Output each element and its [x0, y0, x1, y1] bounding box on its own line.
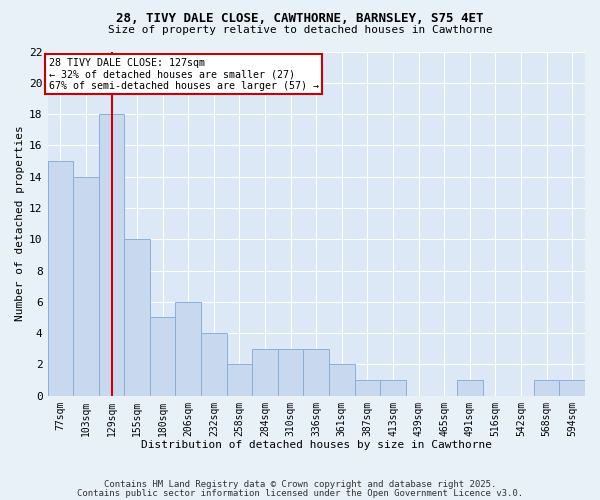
Bar — [304, 349, 329, 396]
Bar — [175, 302, 201, 396]
X-axis label: Distribution of detached houses by size in Cawthorne: Distribution of detached houses by size … — [141, 440, 492, 450]
Bar — [534, 380, 559, 396]
Bar — [99, 114, 124, 396]
Bar — [355, 380, 380, 396]
Bar — [124, 240, 150, 396]
Text: 28, TIVY DALE CLOSE, CAWTHORNE, BARNSLEY, S75 4ET: 28, TIVY DALE CLOSE, CAWTHORNE, BARNSLEY… — [116, 12, 484, 26]
Text: 28 TIVY DALE CLOSE: 127sqm
← 32% of detached houses are smaller (27)
67% of semi: 28 TIVY DALE CLOSE: 127sqm ← 32% of deta… — [49, 58, 319, 91]
Text: Contains public sector information licensed under the Open Government Licence v3: Contains public sector information licen… — [77, 489, 523, 498]
Y-axis label: Number of detached properties: Number of detached properties — [15, 126, 25, 322]
Bar — [278, 349, 304, 396]
Bar — [457, 380, 482, 396]
Bar — [47, 161, 73, 396]
Bar — [329, 364, 355, 396]
Bar — [380, 380, 406, 396]
Bar — [73, 176, 99, 396]
Bar — [201, 333, 227, 396]
Text: Size of property relative to detached houses in Cawthorne: Size of property relative to detached ho… — [107, 25, 493, 35]
Text: Contains HM Land Registry data © Crown copyright and database right 2025.: Contains HM Land Registry data © Crown c… — [104, 480, 496, 489]
Bar — [150, 318, 175, 396]
Bar — [252, 349, 278, 396]
Bar — [559, 380, 585, 396]
Bar — [227, 364, 252, 396]
